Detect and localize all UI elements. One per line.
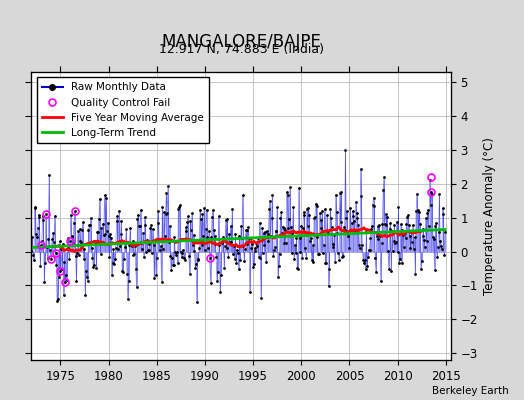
Text: Berkeley Earth: Berkeley Earth [432, 386, 508, 396]
Legend: Raw Monthly Data, Quality Control Fail, Five Year Moving Average, Long-Term Tren: Raw Monthly Data, Quality Control Fail, … [37, 77, 209, 143]
Title: MANGALORE/BAJPE: MANGALORE/BAJPE [161, 33, 321, 51]
Y-axis label: Temperature Anomaly (°C): Temperature Anomaly (°C) [483, 137, 496, 295]
Text: 12.917 N, 74.883 E (India): 12.917 N, 74.883 E (India) [159, 43, 323, 56]
